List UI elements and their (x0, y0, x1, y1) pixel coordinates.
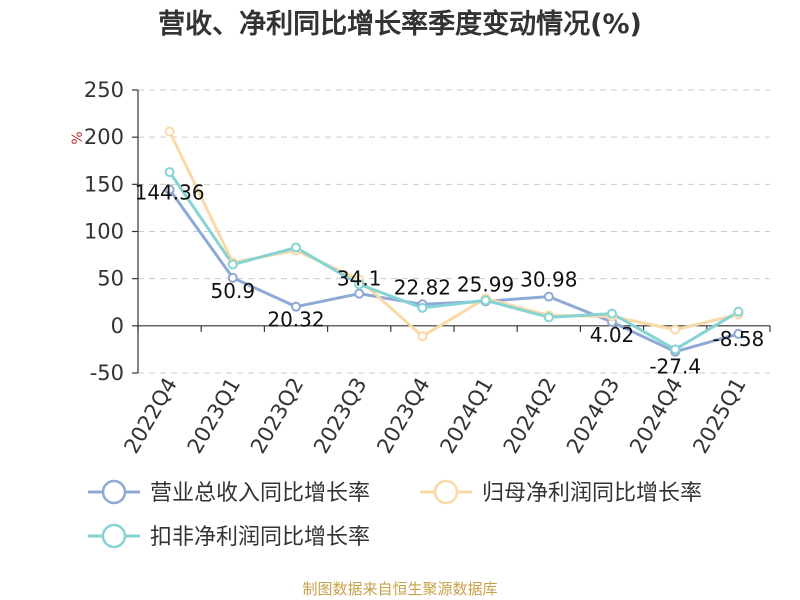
legend-marker-2 (101, 523, 127, 549)
data-label-4: 22.82 (394, 275, 451, 299)
y-axis-ticks: 250 200 150 100 50 0 -50 (84, 78, 138, 385)
legend-item-0[interactable]: 营业总收入同比增长率 (88, 479, 370, 506)
series-0-point-1 (227, 272, 238, 283)
legend-item-2[interactable]: 扣非净利润同比增长率 (88, 523, 370, 550)
data-label-5: 25.99 (457, 272, 514, 296)
y-tick-label-6: -50 (90, 361, 124, 385)
series-0-point-6 (543, 291, 554, 302)
series-2-point-1 (227, 259, 238, 270)
x-tick-label-5: 2024Q1 (435, 374, 497, 458)
chart-title: 营收、净利同比增长率季度变动情况(%) (158, 8, 642, 40)
x-tick-label-2: 2023Q2 (246, 374, 308, 458)
legend-label-0: 营业总收入同比增长率 (150, 481, 370, 506)
series-2-point-8 (670, 344, 681, 355)
series-1-point-4 (417, 331, 428, 342)
x-tick-label-3: 2023Q3 (309, 374, 371, 458)
x-tick-label-9: 2025Q1 (688, 374, 750, 458)
data-label-8: -27.4 (649, 355, 701, 379)
series-line-2 (168, 171, 740, 351)
data-label-3: 34.1 (337, 267, 382, 291)
series-0-point-9 (733, 328, 744, 339)
series-2-point-0 (164, 167, 175, 178)
series-0-point-0 (164, 184, 175, 195)
legend-marker-0 (101, 479, 127, 505)
series-2-point-6 (543, 312, 554, 323)
x-axis (137, 90, 771, 373)
source-note: 制图数据来自恒生聚源数据库 (302, 580, 497, 598)
series-0-point-3 (354, 288, 365, 299)
x-axis-ticks: 2022Q4 2023Q1 2023Q2 2023Q3 2023Q4 2024Q1 2024… (119, 374, 750, 458)
data-label-2: 20.32 (267, 308, 324, 332)
series-0-point-2 (291, 301, 301, 312)
y-tick-label-5: 0 (111, 314, 124, 338)
data-label-0: 144.36 (135, 181, 205, 205)
series-1-point-8 (670, 324, 681, 335)
x-tick-label-6: 2024Q2 (499, 374, 561, 458)
series-2-point-5 (480, 295, 491, 306)
series-2-point-9 (733, 306, 744, 317)
data-labels: 144.36 50.9 20.32 34.1 22.82 25.99 30.98 4.02 -2… (135, 181, 765, 379)
series-1-point-0 (164, 126, 175, 137)
series-2-point-4 (417, 302, 428, 313)
data-label-7: 4.02 (590, 323, 635, 347)
legend-item-1[interactable]: 归母净利润同比增长率 (420, 479, 702, 506)
x-tick-label-4: 2023Q4 (372, 374, 434, 458)
x-tick-label-7: 2024Q3 (562, 374, 624, 458)
x-tick-label-1: 2023Q1 (183, 374, 245, 458)
data-label-1: 50.9 (211, 279, 256, 303)
series-2-point-3 (354, 279, 365, 290)
series-lines (164, 126, 744, 357)
series-2-point-7 (607, 308, 617, 319)
x-tick-label-8: 2024Q4 (625, 374, 687, 458)
series-2-point-2 (291, 242, 301, 253)
x-tick-label-0: 2022Q4 (119, 374, 181, 458)
y-tick-label-1: 200 (84, 125, 124, 149)
y-axis-unit: % (70, 131, 86, 144)
y-tick-label-0: 250 (84, 78, 124, 102)
y-tick-label-3: 100 (84, 220, 124, 244)
legend-label-1: 归母净利润同比增长率 (482, 481, 702, 506)
y-tick-label-4: 50 (97, 267, 124, 291)
y-tick-label-2: 150 (84, 172, 124, 196)
data-label-9: -8.58 (713, 327, 765, 351)
legend-label-2: 扣非净利润同比增长率 (150, 525, 370, 550)
legend-marker-1 (433, 479, 459, 505)
data-label-6: 30.98 (520, 268, 577, 292)
